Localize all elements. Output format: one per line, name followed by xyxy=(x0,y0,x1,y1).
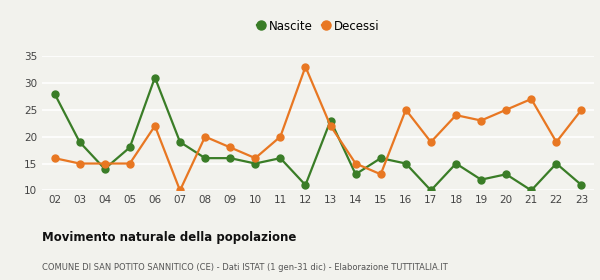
Nascite xyxy=(402,162,409,165)
Nascite xyxy=(76,140,83,144)
Nascite xyxy=(251,162,259,165)
Decessi xyxy=(101,162,109,165)
Decessi xyxy=(302,65,309,68)
Nascite xyxy=(503,172,510,176)
Nascite xyxy=(202,157,209,160)
Nascite xyxy=(427,189,434,192)
Nascite xyxy=(51,92,58,95)
Decessi xyxy=(277,135,284,138)
Nascite xyxy=(553,162,560,165)
Decessi xyxy=(51,157,58,160)
Decessi xyxy=(503,108,510,111)
Decessi xyxy=(76,162,83,165)
Nascite xyxy=(527,189,535,192)
Nascite xyxy=(377,157,385,160)
Decessi xyxy=(452,113,460,117)
Decessi xyxy=(553,140,560,144)
Decessi xyxy=(527,97,535,101)
Decessi xyxy=(202,135,209,138)
Decessi xyxy=(151,124,158,128)
Nascite xyxy=(151,76,158,79)
Line: Nascite: Nascite xyxy=(51,74,585,194)
Text: Movimento naturale della popolazione: Movimento naturale della popolazione xyxy=(42,231,296,244)
Decessi xyxy=(126,162,133,165)
Nascite xyxy=(452,162,460,165)
Nascite xyxy=(478,178,485,181)
Nascite xyxy=(327,119,334,122)
Nascite xyxy=(352,172,359,176)
Nascite xyxy=(227,157,234,160)
Nascite xyxy=(578,183,585,187)
Decessi xyxy=(227,146,234,149)
Decessi xyxy=(176,189,184,192)
Nascite xyxy=(176,140,184,144)
Decessi xyxy=(327,124,334,128)
Nascite xyxy=(101,167,109,171)
Decessi xyxy=(251,157,259,160)
Nascite xyxy=(302,183,309,187)
Decessi xyxy=(427,140,434,144)
Decessi xyxy=(578,108,585,111)
Line: Decessi: Decessi xyxy=(51,63,585,194)
Legend: Nascite, Decessi: Nascite, Decessi xyxy=(252,15,384,37)
Nascite xyxy=(126,146,133,149)
Nascite xyxy=(277,157,284,160)
Decessi xyxy=(352,162,359,165)
Decessi xyxy=(377,172,385,176)
Decessi xyxy=(478,119,485,122)
Text: COMUNE DI SAN POTITO SANNITICO (CE) - Dati ISTAT (1 gen-31 dic) - Elaborazione T: COMUNE DI SAN POTITO SANNITICO (CE) - Da… xyxy=(42,263,448,272)
Decessi xyxy=(402,108,409,111)
